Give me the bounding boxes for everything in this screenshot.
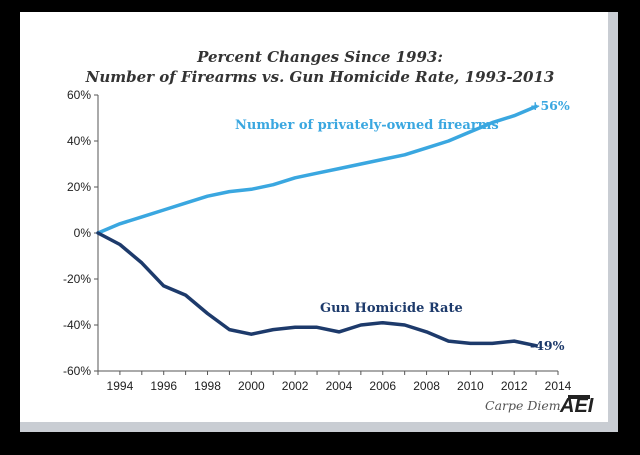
line-chart: Percent Changes Since 1993: Number of Fi… — [63, 48, 594, 417]
x-tick-label: 2006 — [369, 379, 396, 393]
x-tick-label: 1996 — [150, 379, 177, 393]
y-tick-label: 40% — [67, 134, 91, 148]
firearms-end-label: +56% — [530, 98, 570, 113]
x-tick-label: 2010 — [457, 379, 484, 393]
firearms-line — [96, 104, 538, 235]
y-tick-label: -40% — [63, 318, 91, 332]
aei-logo-text: AEI — [559, 395, 594, 417]
x-tick-label: 2008 — [413, 379, 440, 393]
x-tick-label: 1994 — [107, 379, 134, 393]
y-tick-label: -20% — [63, 272, 91, 286]
x-tick-label: 2014 — [545, 379, 572, 393]
x-tick-label: 2012 — [501, 379, 528, 393]
y-tick-label: 0% — [74, 226, 92, 240]
homicide-series-label: Gun Homicide Rate — [320, 301, 463, 316]
chart-subtitle: Number of Firearms vs. Gun Homicide Rate… — [85, 68, 555, 86]
credit-text: Carpe Diem — [485, 398, 561, 413]
x-tick-label: 1998 — [194, 379, 221, 393]
aei-logo: AEI — [559, 395, 594, 417]
x-tick-label: 2002 — [282, 379, 309, 393]
y-tick-label: -60% — [63, 364, 91, 378]
chart-panel: Percent Changes Since 1993: Number of Fi… — [20, 12, 618, 432]
homicide-end-label: -49% — [530, 338, 565, 353]
y-tick-label: 20% — [67, 180, 91, 194]
y-tick-label: 60% — [67, 88, 91, 102]
x-tick-label: 2000 — [238, 379, 265, 393]
chart-title: Percent Changes Since 1993: — [196, 48, 443, 66]
x-tick-label: 2004 — [326, 379, 353, 393]
firearms-series-label: Number of privately-owned firearms — [235, 118, 499, 133]
homicide-line — [96, 231, 538, 348]
